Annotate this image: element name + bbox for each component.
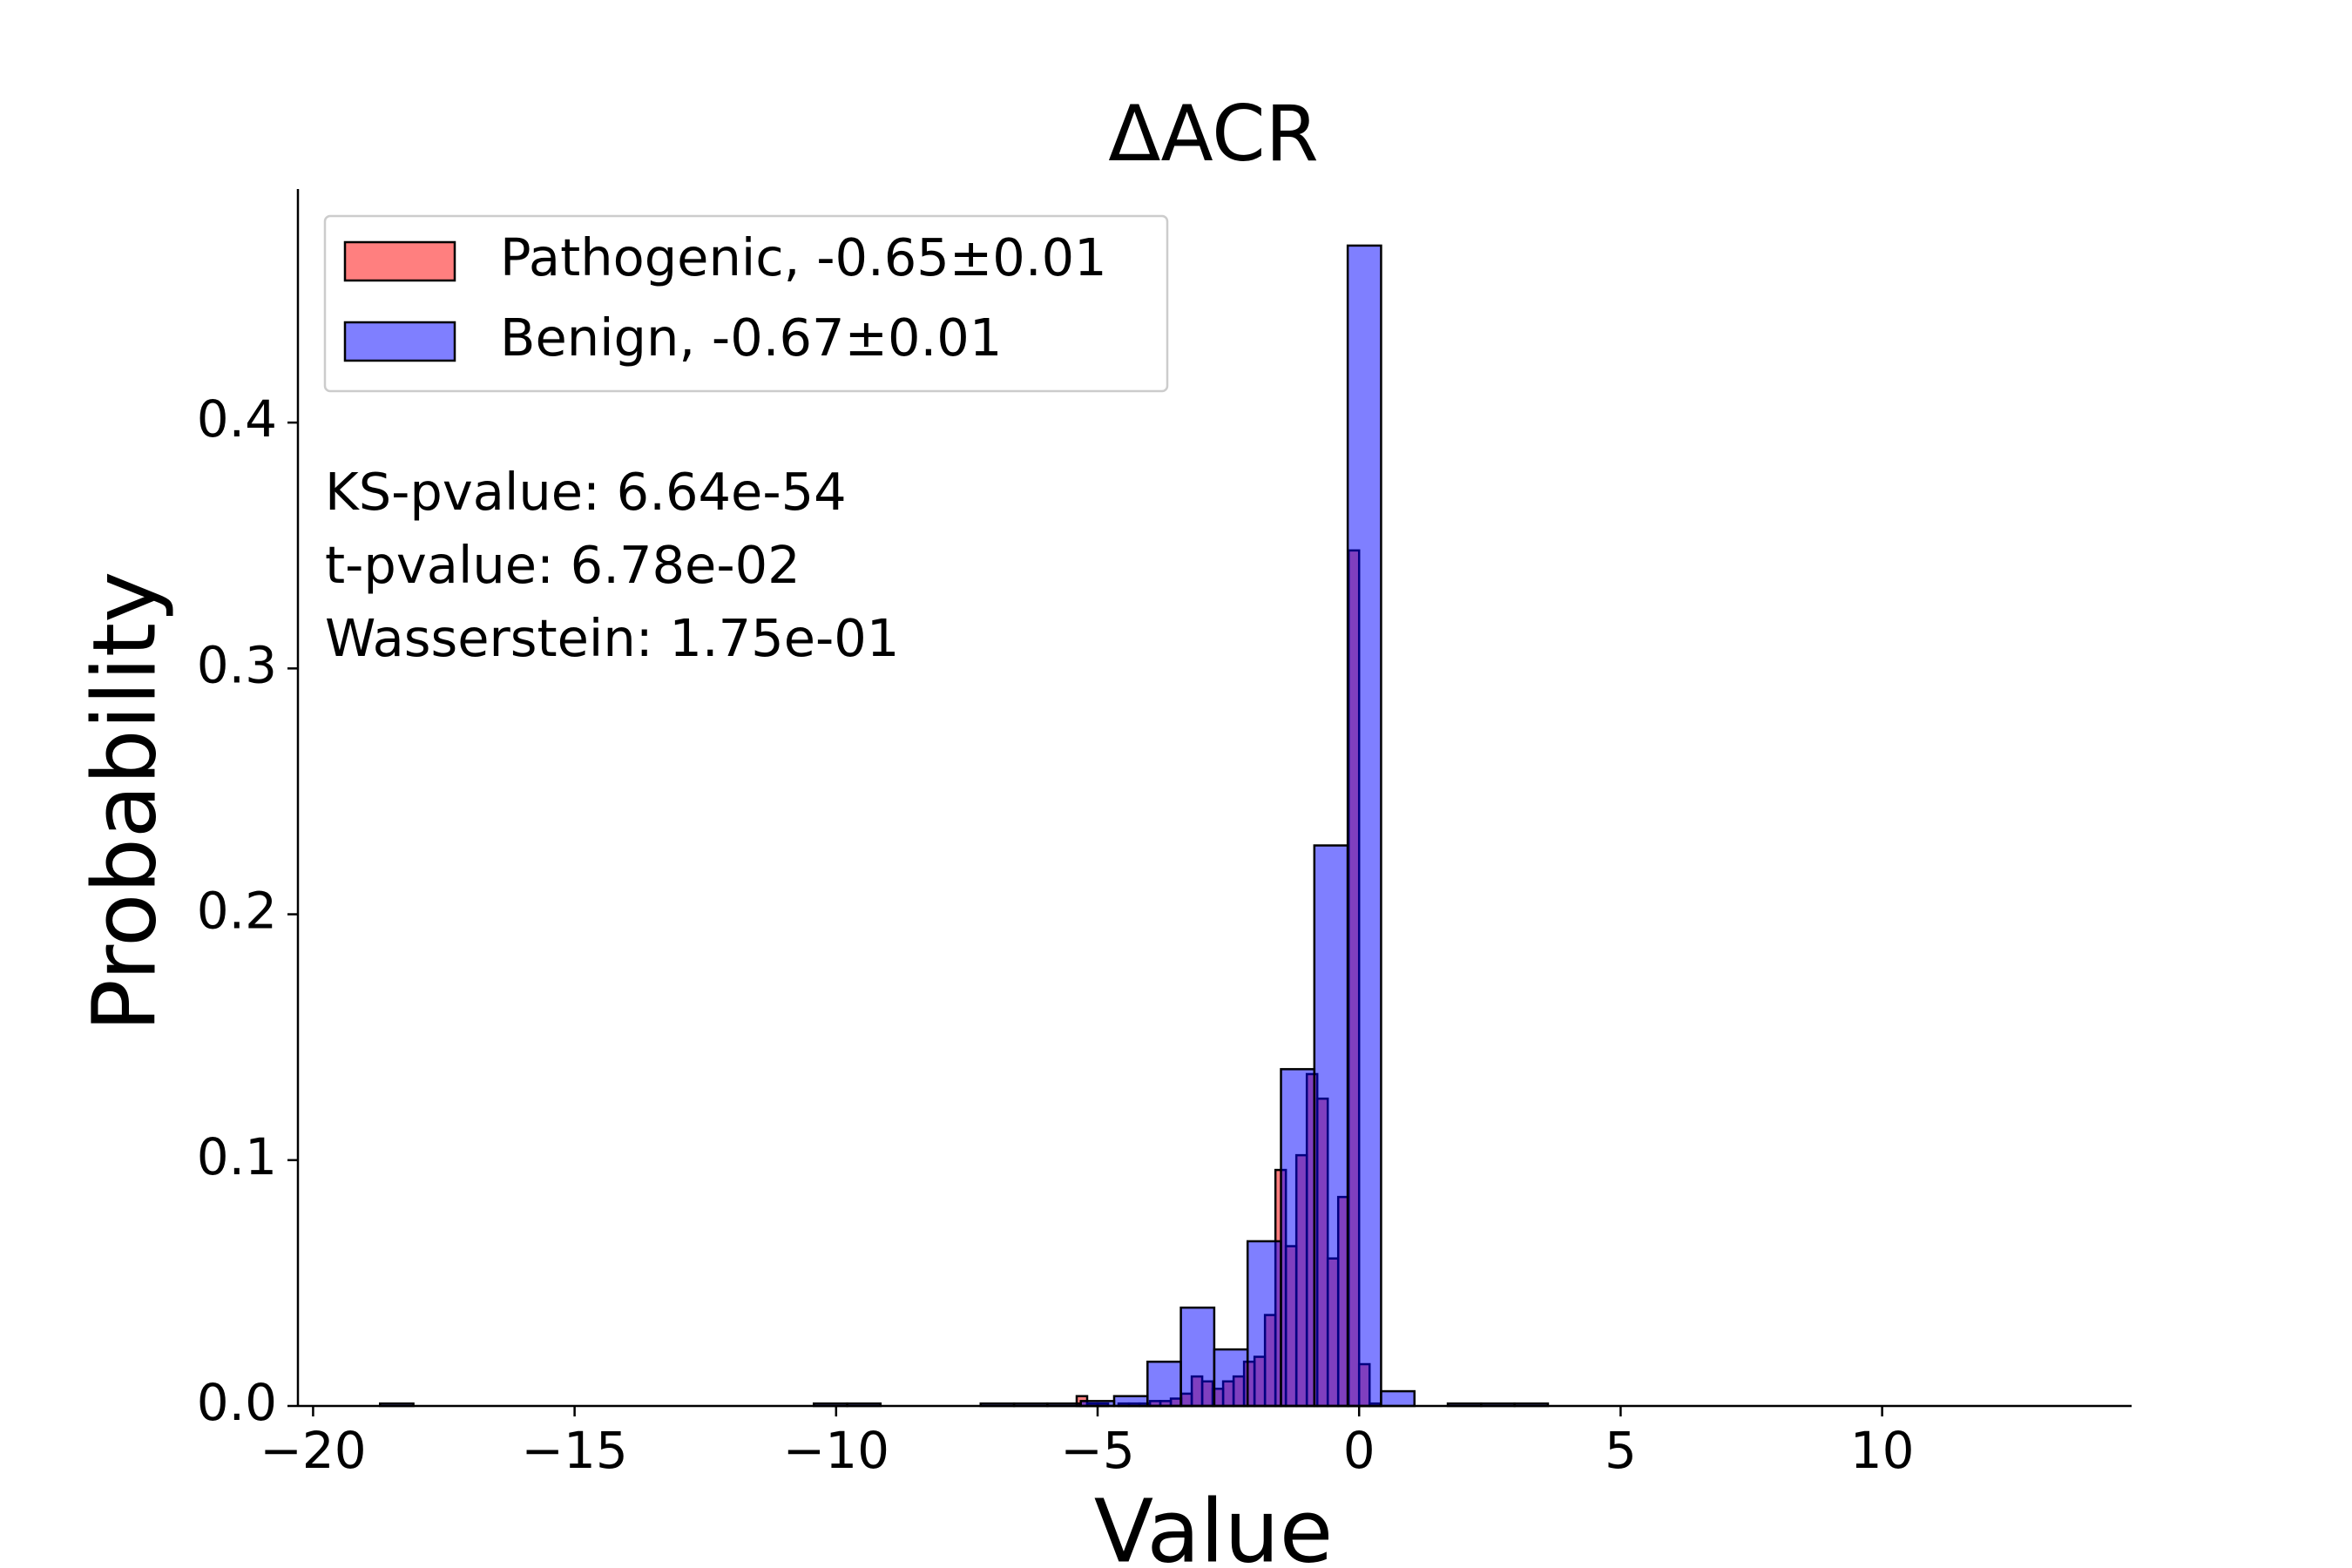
x-tick-label: −10 [783, 1421, 889, 1480]
x-tick-label: 0 [1343, 1421, 1375, 1480]
x-tick-label: −15 [521, 1421, 627, 1480]
y-tick-label: 0.3 [197, 635, 277, 694]
annotation: Wasserstein: 1.75e-01 [325, 608, 899, 668]
histogram-bar [1346, 244, 1382, 1408]
x-axis-label: Value [1094, 1480, 1334, 1568]
y-tick-label: 0.0 [197, 1373, 277, 1432]
histogram-bar [1112, 1395, 1149, 1408]
y-tick-label: 0.4 [197, 389, 277, 449]
annotation: KS-pvalue: 6.64e-54 [325, 462, 847, 522]
x-tick-label: −5 [1060, 1421, 1135, 1480]
legend-swatch [343, 321, 456, 362]
histogram-bar [1380, 1389, 1416, 1408]
y-tick-label: 0.2 [197, 882, 277, 941]
annotation: t-pvalue: 6.78e-02 [325, 535, 801, 595]
histogram-bar [1313, 844, 1349, 1408]
x-tick-label: −20 [260, 1421, 366, 1480]
histogram-bar [1146, 1360, 1182, 1408]
histogram-bar [1280, 1068, 1316, 1408]
x-tick-label: 5 [1605, 1421, 1637, 1480]
y-tick-label: 0.1 [197, 1127, 277, 1186]
legend-box [323, 214, 1169, 393]
legend-swatch [343, 240, 456, 282]
legend-label: Benign, -0.67±0.01 [500, 308, 1002, 368]
histogram-bar [1213, 1348, 1249, 1408]
histogram-bar [1246, 1240, 1282, 1408]
x-tick-label: 10 [1850, 1421, 1915, 1480]
chart-title: ΔACR [1108, 89, 1318, 179]
legend-label: Pathogenic, -0.65±0.01 [500, 227, 1107, 287]
histogram-bar [1179, 1306, 1216, 1408]
y-axis-label: Probability [73, 571, 175, 1032]
